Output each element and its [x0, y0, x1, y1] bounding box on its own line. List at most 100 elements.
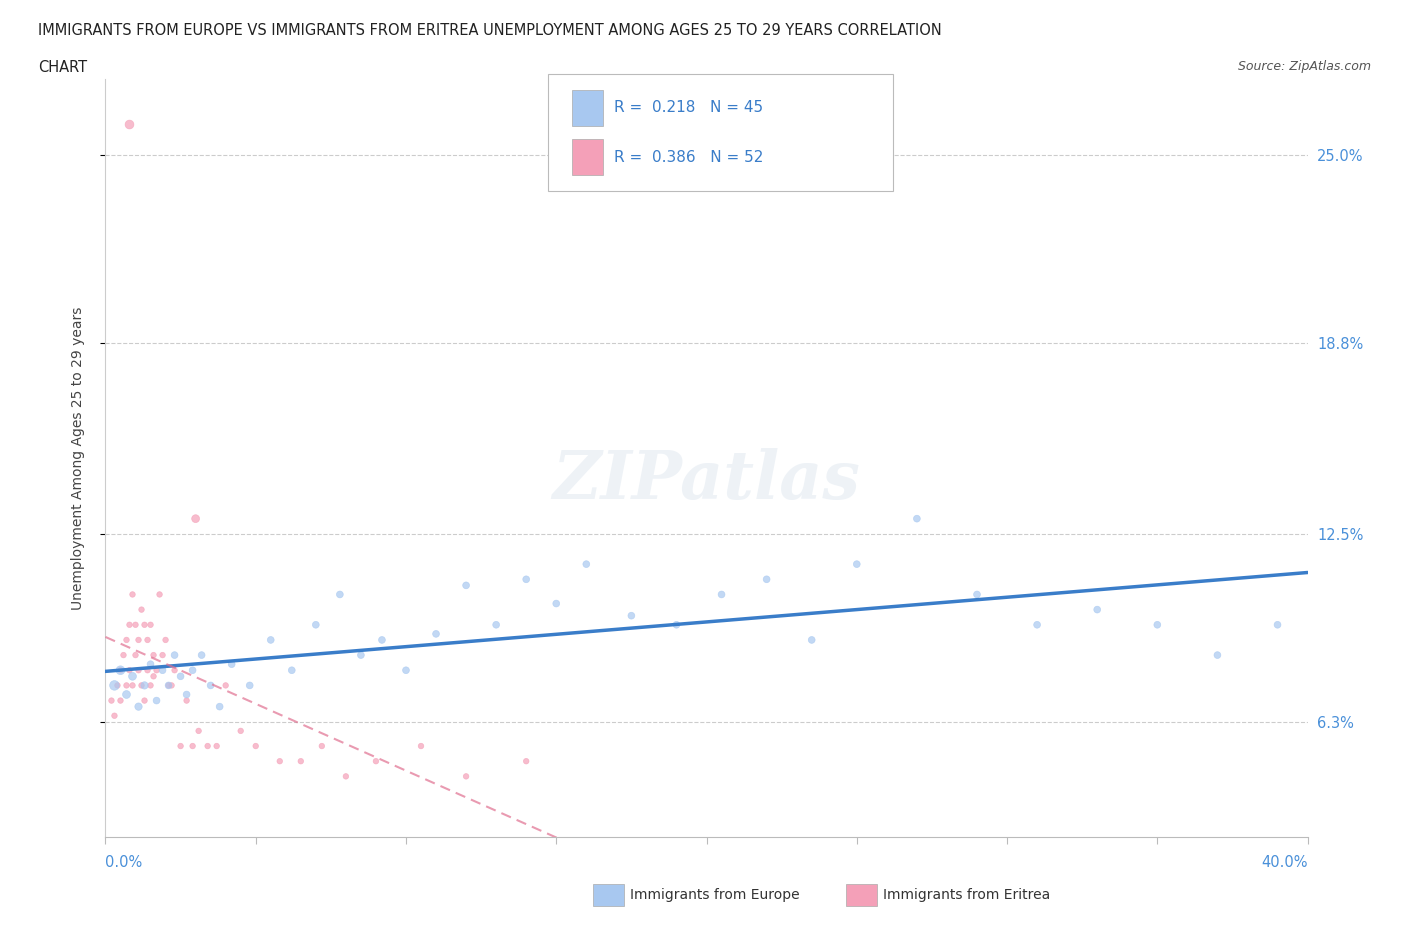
Point — [118, 663, 141, 678]
Point — [100, 693, 122, 708]
Point — [245, 738, 267, 753]
Point — [1026, 618, 1049, 632]
Point — [181, 663, 204, 678]
Point — [800, 632, 823, 647]
Point — [425, 627, 447, 642]
Point — [221, 657, 243, 671]
Point — [575, 557, 598, 572]
Point — [128, 699, 150, 714]
Point — [110, 693, 132, 708]
Point — [1206, 647, 1229, 662]
Point — [229, 724, 252, 738]
Point — [281, 663, 304, 678]
Point — [118, 618, 141, 632]
Point — [305, 618, 328, 632]
Point — [136, 663, 159, 678]
Point — [131, 603, 153, 618]
Point — [163, 663, 186, 678]
Point — [134, 678, 156, 693]
Point — [311, 738, 333, 753]
Point — [139, 618, 162, 632]
Point — [155, 632, 177, 647]
Point — [1146, 618, 1168, 632]
Point — [110, 663, 132, 678]
Point — [121, 587, 143, 602]
Point — [121, 678, 143, 693]
Point — [134, 693, 156, 708]
Point — [128, 632, 150, 647]
Point — [152, 647, 174, 662]
Text: Immigrants from Eritrea: Immigrants from Eritrea — [883, 887, 1050, 902]
Point — [905, 512, 928, 526]
Point — [350, 647, 373, 662]
Point — [103, 678, 125, 693]
Text: 40.0%: 40.0% — [1261, 855, 1308, 870]
Point — [710, 587, 733, 602]
Point — [121, 669, 143, 684]
Point — [239, 678, 262, 693]
Point — [128, 663, 150, 678]
Point — [1267, 618, 1289, 632]
Text: 0.0%: 0.0% — [105, 855, 142, 870]
Point — [131, 678, 153, 693]
Point — [115, 678, 138, 693]
Point — [115, 632, 138, 647]
Text: Immigrants from Europe: Immigrants from Europe — [630, 887, 800, 902]
Point — [200, 678, 222, 693]
Point — [485, 618, 508, 632]
Point — [208, 699, 231, 714]
Point — [269, 754, 291, 769]
Point — [205, 738, 228, 753]
Point — [169, 669, 191, 684]
Point — [157, 678, 180, 693]
Point — [142, 669, 165, 684]
Point — [290, 754, 312, 769]
Point — [515, 572, 537, 587]
Point — [620, 608, 643, 623]
Point — [163, 647, 186, 662]
Point — [148, 587, 170, 602]
Point — [260, 632, 283, 647]
Point — [665, 618, 688, 632]
Point — [197, 738, 219, 753]
Point — [456, 769, 478, 784]
Point — [124, 618, 146, 632]
Text: R =  0.386   N = 52: R = 0.386 N = 52 — [614, 150, 763, 165]
Point — [139, 678, 162, 693]
Point — [157, 678, 180, 693]
Point — [755, 572, 778, 587]
Point — [107, 678, 129, 693]
Point — [142, 647, 165, 662]
Point — [1085, 603, 1108, 618]
Point — [845, 557, 868, 572]
Point — [169, 738, 191, 753]
Point — [364, 754, 387, 769]
Point — [176, 687, 198, 702]
Point — [456, 578, 478, 592]
Text: CHART: CHART — [38, 60, 87, 75]
Point — [103, 709, 125, 724]
Point — [176, 693, 198, 708]
Point — [395, 663, 418, 678]
Text: Source: ZipAtlas.com: Source: ZipAtlas.com — [1237, 60, 1371, 73]
Point — [409, 738, 432, 753]
Point — [112, 647, 135, 662]
Point — [152, 663, 174, 678]
Point — [139, 657, 162, 671]
Point — [145, 693, 167, 708]
Point — [335, 769, 357, 784]
Point — [329, 587, 352, 602]
Point — [515, 754, 537, 769]
Point — [966, 587, 988, 602]
Point — [214, 678, 236, 693]
Point — [118, 117, 141, 132]
Point — [115, 687, 138, 702]
Point — [134, 618, 156, 632]
Text: ZIPatlas: ZIPatlas — [553, 448, 860, 513]
Y-axis label: Unemployment Among Ages 25 to 29 years: Unemployment Among Ages 25 to 29 years — [70, 306, 84, 610]
Point — [184, 512, 207, 526]
Point — [181, 738, 204, 753]
Point — [136, 632, 159, 647]
Text: IMMIGRANTS FROM EUROPE VS IMMIGRANTS FROM ERITREA UNEMPLOYMENT AMONG AGES 25 TO : IMMIGRANTS FROM EUROPE VS IMMIGRANTS FRO… — [38, 23, 942, 38]
Point — [546, 596, 568, 611]
